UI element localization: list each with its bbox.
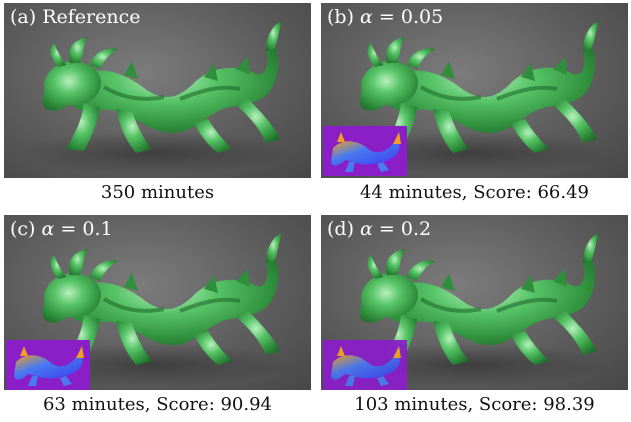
caption-d: 103 minutes, Score: 98.39 [354,394,595,415]
caption-b: 44 minutes, Score: 66.49 [359,182,590,203]
panel-label-c: (c) α = 0.1 [10,218,113,240]
panel-alpha-02: (d) α = 0.2 [321,215,628,390]
dragon-render-image [12,19,296,177]
caption-a: 350 minutes [100,182,215,203]
panel-alpha-01: (c) α = 0.1 [4,215,311,390]
error-heatmap-inset [323,126,407,176]
panel-alpha-005: (b) α = 0.05 [321,3,628,178]
panel-reference: (a) Reference [4,3,311,178]
error-heatmap-inset [323,340,407,390]
panel-label-d: (d) α = 0.2 [327,218,432,240]
error-heatmap-inset [6,340,90,390]
panel-label-b: (b) α = 0.05 [327,6,444,28]
panel-label-a: (a) Reference [10,6,141,28]
caption-c: 63 minutes, Score: 90.94 [42,394,273,415]
